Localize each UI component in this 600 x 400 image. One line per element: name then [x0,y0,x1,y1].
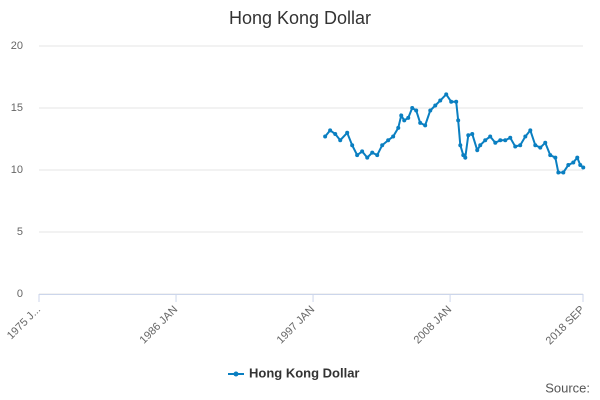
y-tick-label: 0 [17,288,23,300]
point [466,133,471,138]
point [454,99,459,104]
point [488,134,493,139]
point [449,99,454,104]
point [375,153,380,158]
point [333,132,338,137]
legend-label: Hong Kong Dollar [249,365,360,380]
point [581,165,586,170]
point [423,123,428,128]
point [483,138,488,143]
legend-marker [233,371,239,377]
point [470,132,475,137]
y-tick-label: 10 [11,164,23,176]
point [328,128,333,133]
point [456,118,461,123]
point [508,135,513,140]
point [323,134,328,139]
x-tick-label: 1975 J... [5,304,43,342]
point [406,115,411,120]
series-line [324,92,584,174]
credit: Source: [545,380,590,395]
point [513,144,518,149]
point [360,149,365,154]
point [493,140,498,145]
point [370,150,375,155]
point [518,143,523,148]
point [548,153,553,158]
point [463,155,468,160]
point [566,163,571,168]
point [458,143,463,148]
x-tick-label: 2008 JAN [412,304,455,347]
x-tick-label: 2018 SEP [544,304,588,348]
point [345,130,350,135]
point [396,125,401,130]
point [438,98,443,103]
point [386,138,391,143]
point [478,143,483,148]
y-tick-label: 5 [17,226,23,238]
point [578,163,583,168]
point [399,113,404,118]
point [556,170,561,175]
y-tick-label: 15 [11,102,23,114]
x-tick-label: 1997 JAN [275,304,318,347]
y-tick-label: 20 [11,40,23,52]
point [523,134,528,139]
point [402,118,407,123]
chart-title: Hong Kong Dollar [229,8,371,28]
point [475,148,480,153]
point [391,134,396,139]
point [444,92,449,97]
point [428,108,433,113]
point [498,138,503,143]
point [355,153,360,158]
point [410,106,415,110]
point [575,155,580,160]
point [414,108,419,113]
point [350,143,355,148]
point [543,140,548,145]
point [338,138,343,143]
point [571,160,576,165]
point [503,138,508,143]
point [433,103,438,108]
x-tick-label: 1986 JAN [138,304,181,347]
point [538,145,543,150]
point [561,170,566,175]
point [380,143,385,148]
point [365,155,370,160]
point [553,155,558,160]
point [533,143,538,148]
point [528,128,533,133]
point [418,120,423,125]
